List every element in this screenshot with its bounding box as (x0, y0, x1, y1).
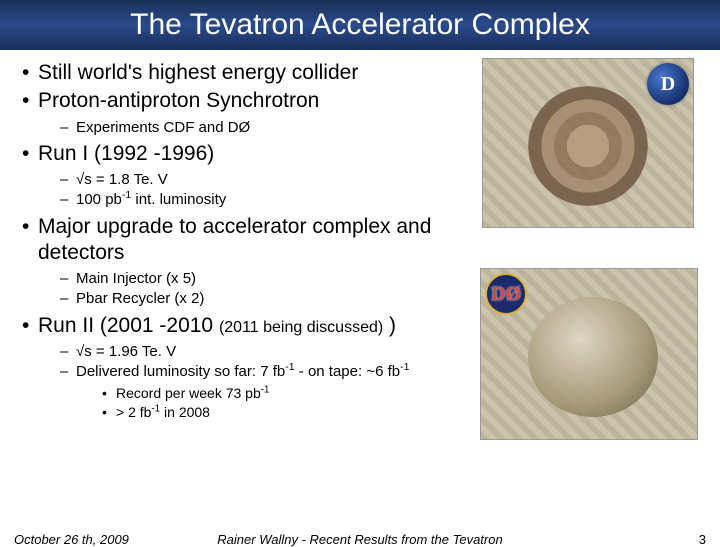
slide-title: The Tevatron Accelerator Complex (130, 8, 590, 42)
tilde: ~ (366, 363, 375, 380)
sub-list: √s = 1.8 Te. V 100 pb-1 int. luminosity (60, 170, 698, 211)
superscript: -1 (261, 385, 270, 396)
sub-item: √s = 1.96 Te. V (60, 342, 698, 362)
sub-text: √s = 1.96 Te. V (76, 343, 176, 360)
sub-text: Main Injector (x 5) (76, 270, 196, 287)
sub-text: Pbar Recycler (x 2) (76, 290, 204, 307)
superscript: -1 (285, 361, 294, 373)
superscript: -1 (151, 403, 160, 414)
subsub-item: Record per week 73 pb-1 (102, 384, 698, 403)
sub-item: 100 pb-1 int. luminosity (60, 190, 698, 210)
slide-title-bar: The Tevatron Accelerator Complex (0, 0, 720, 50)
sub-list: Main Injector (x 5) Pbar Recycler (x 2) (60, 269, 442, 310)
bullet-item: Major upgrade to accelerator complex and… (22, 214, 442, 310)
sub-text: 100 pb (76, 191, 122, 208)
bullet-list: Still world's highest energy collider Pr… (22, 60, 698, 422)
superscript: -1 (122, 189, 131, 201)
sub-text: 6 fb (375, 363, 400, 380)
sub-text: √s = 1.8 Te. V (76, 171, 168, 188)
sub-list: Experiments CDF and DØ (60, 118, 698, 138)
bullet-text: ) (383, 314, 396, 337)
subsub-list: Record per week 73 pb-1 > 2 fb-1 in 2008 (102, 384, 698, 422)
subsub-text: Record per week 73 pb (116, 385, 261, 401)
bullet-text: Major upgrade to accelerator complex and… (38, 215, 431, 264)
bullet-item: Still world's highest energy collider (22, 60, 698, 86)
sub-item: Experiments CDF and DØ (60, 118, 698, 138)
bullet-text: Run I (1992 -1996) (38, 142, 214, 165)
sub-text: Experiments CDF and DØ (76, 119, 250, 136)
sub-item: √s = 1.8 Te. V (60, 170, 698, 190)
subsub-text: > 2 fb (116, 404, 151, 420)
bullet-item: Run II (2001 -2010 (2011 being discussed… (22, 313, 698, 423)
sub-item: Pbar Recycler (x 2) (60, 289, 442, 309)
sub-list: √s = 1.96 Te. V Delivered luminosity so … (60, 342, 698, 422)
bullet-text: Proton-antiproton Synchrotron (38, 89, 319, 112)
subsub-item: > 2 fb-1 in 2008 (102, 403, 698, 422)
subsub-text: in 2008 (160, 404, 210, 420)
sub-item: Main Injector (x 5) (60, 269, 442, 289)
sub-text: - on tape: (295, 363, 367, 380)
sub-text: Delivered luminosity so far: 7 fb (76, 363, 285, 380)
slide-body: Still world's highest energy collider Pr… (0, 50, 720, 422)
bullet-item: Run I (1992 -1996) √s = 1.8 Te. V 100 pb… (22, 141, 698, 211)
sub-text: int. luminosity (131, 191, 226, 208)
sub-item: Delivered luminosity so far: 7 fb-1 - on… (60, 362, 698, 422)
bullet-paren: (2011 being discussed) (219, 319, 383, 336)
bullet-item: Proton-antiproton Synchrotron Experiment… (22, 88, 698, 138)
superscript: -1 (400, 361, 409, 373)
bullet-text: Still world's highest energy collider (38, 61, 358, 84)
bullet-text: Run II (2001 -2010 (38, 314, 219, 337)
